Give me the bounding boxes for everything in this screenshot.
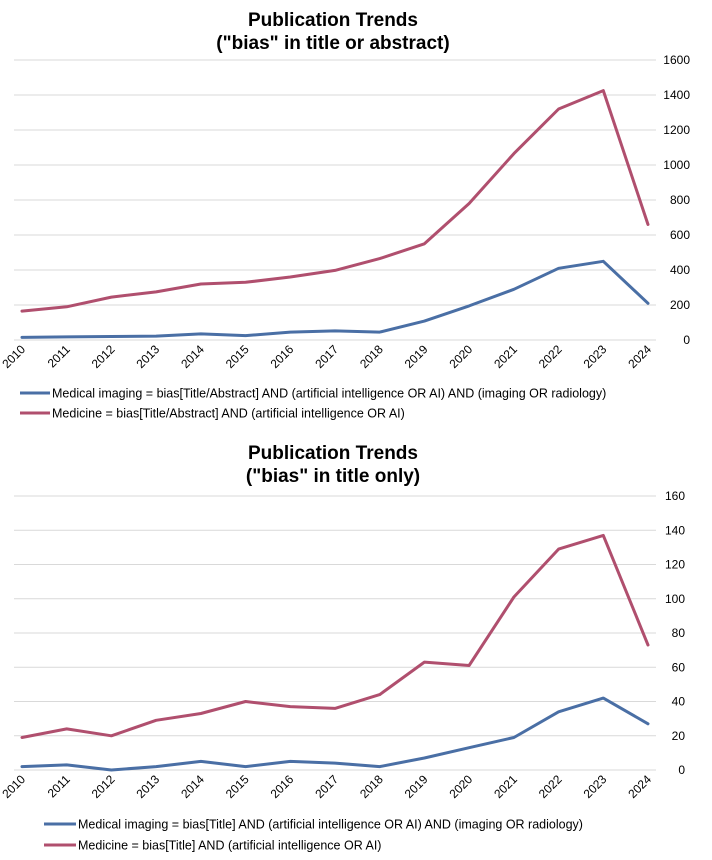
series-line-medicine [20,533,650,739]
x-tick-label: 2012 [89,342,118,371]
y-tick-label: 120 [665,558,685,572]
chart-title-abstract: Publication Trends ("bias" in title or a… [0,10,690,421]
x-tick-label: 2017 [312,342,341,371]
y-tick-label: 1400 [663,88,690,102]
x-tick-label: 2019 [402,772,431,801]
y-tick-label: 1200 [663,123,690,137]
legend-label-imaging: Medical imaging = bias[Title/Abstract] A… [52,387,606,401]
chart-1-subtitle: ("bias" in title or abstract) [216,33,449,54]
x-tick-label: 2011 [45,772,73,800]
chart-title-only: Publication Trends ("bias" in title only… [0,443,685,853]
chart-2-title: Publication Trends [248,443,418,464]
chart-1-title: Publication Trends [248,10,418,31]
x-tick-label: 2017 [312,772,341,801]
x-tick-label: 2013 [133,772,162,801]
series-line-medicine [20,89,650,313]
chart-1-legend: Medical imaging = bias[Title/Abstract] A… [20,387,606,421]
chart-1-x-axis: 2010 2011 2012 2013 2014 2015 2016 2017 2018 2019… [0,342,654,371]
chart-2-legend: Medical imaging = bias[Title] AND (artif… [44,818,583,853]
y-tick-label: 160 [665,489,685,503]
x-tick-label: 2021 [491,772,520,801]
x-tick-label: 2015 [223,772,252,801]
x-tick-label: 2022 [536,772,565,801]
x-tick-label: 2014 [178,772,207,801]
x-tick-label: 2021 [491,342,520,371]
x-tick-label: 2023 [581,772,610,801]
y-tick-label: 600 [670,228,690,242]
legend-label-medicine: Medicine = bias[Title] AND (artificial i… [78,839,381,853]
y-tick-label: 40 [672,695,686,709]
y-tick-label: 140 [665,523,685,537]
chart-2-subtitle: ("bias" in title only) [246,466,420,487]
y-tick-label: 100 [665,592,685,606]
series-line-imaging [20,696,650,772]
y-tick-label: 0 [678,763,685,777]
x-tick-label: 2016 [268,342,297,371]
chart-2-y-axis: 0 20 40 60 80 100 120 140 160 [665,489,685,777]
series-line-imaging [20,259,650,339]
x-tick-label: 2016 [268,772,297,801]
x-tick-label: 2015 [223,342,252,371]
x-tick-label: 2010 [0,342,28,371]
legend-label-imaging: Medical imaging = bias[Title] AND (artif… [78,818,583,832]
x-tick-label: 2010 [0,772,28,801]
y-tick-label: 1000 [663,158,690,172]
x-tick-label: 2018 [357,772,386,801]
x-tick-label: 2018 [357,342,386,371]
chart-2-x-axis: 2010 2011 2012 2013 2014 2015 2016 2017 2018 2019… [0,772,654,801]
y-tick-label: 0 [683,333,690,347]
chart-1-series [20,89,650,339]
y-tick-label: 20 [672,729,686,743]
y-tick-label: 1600 [663,53,690,67]
x-tick-label: 2014 [178,342,207,371]
chart-1-y-axis: 0 200 400 600 800 1000 1200 1400 1600 [663,53,690,347]
x-tick-label: 2024 [625,342,654,371]
x-tick-label: 2019 [402,342,431,371]
x-tick-label: 2020 [446,772,475,801]
chart-1-gridlines [14,59,656,341]
chart-2-gridlines [14,495,656,771]
x-tick-label: 2011 [45,342,73,370]
y-tick-label: 60 [672,660,686,674]
chart-2-series [20,533,650,772]
x-tick-label: 2013 [133,342,162,371]
x-tick-label: 2022 [536,342,565,371]
x-tick-label: 2023 [581,342,610,371]
x-tick-label: 2020 [446,342,475,371]
legend-label-medicine: Medicine = bias[Title/Abstract] AND (art… [52,407,405,421]
y-tick-label: 200 [670,298,690,312]
x-tick-label: 2012 [89,772,118,801]
x-tick-label: 2024 [625,772,654,801]
y-tick-label: 400 [670,263,690,277]
y-tick-label: 80 [672,626,686,640]
y-tick-label: 800 [670,193,690,207]
